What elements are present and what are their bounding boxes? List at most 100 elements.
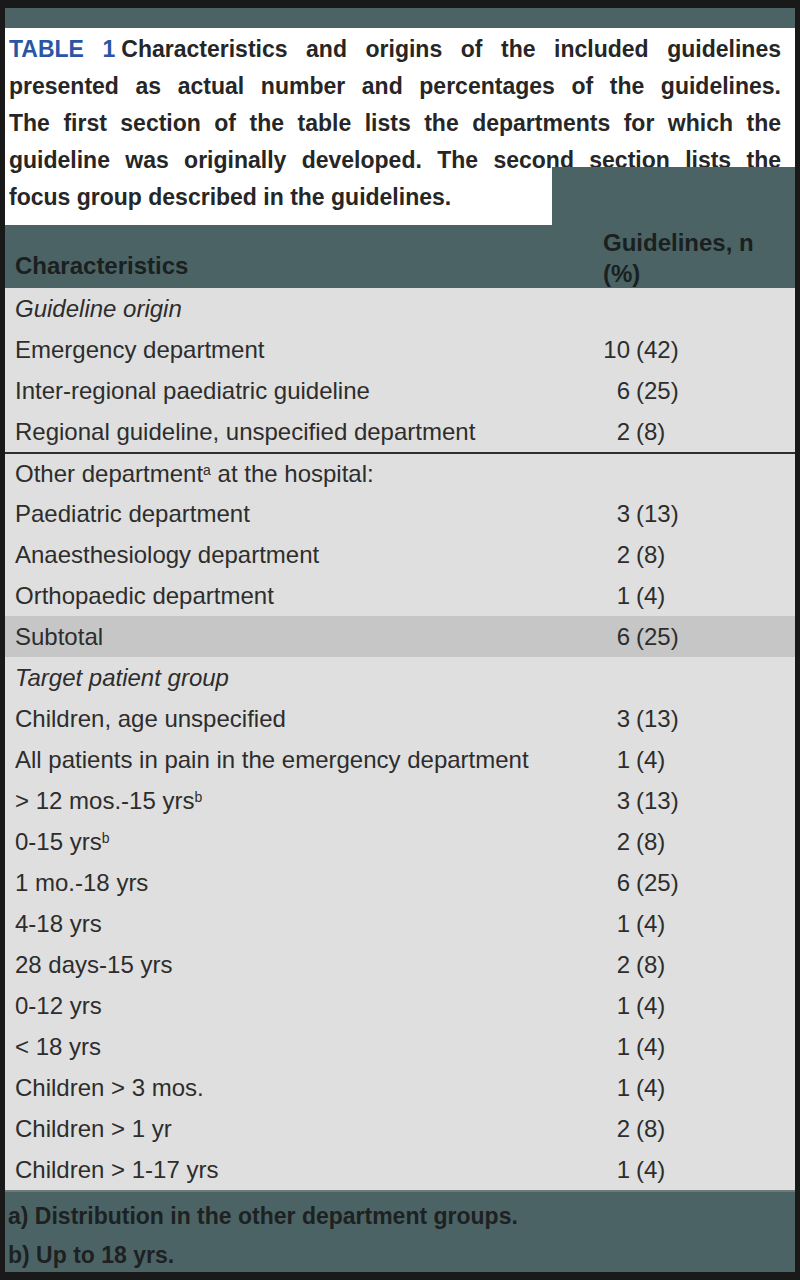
row-value: 6(25)	[603, 862, 679, 903]
row-value: 3(13)	[603, 780, 679, 821]
table-row: Emergency department 10(42)	[5, 329, 795, 370]
value-count: 3	[603, 787, 630, 815]
row-value: 3(13)	[603, 698, 679, 739]
caption-background-notch	[552, 167, 795, 225]
value-percent: (8)	[636, 541, 665, 569]
value-percent: (13)	[636, 500, 679, 528]
row-label: 1 mo.-18 yrs	[15, 869, 148, 897]
table-row: Children > 1 yr 2(8)	[5, 1108, 795, 1149]
row-superscript: a	[203, 462, 211, 478]
row-label: Children, age unspecified	[15, 705, 286, 733]
row-label: Children > 1-17 yrs	[15, 1156, 218, 1184]
caption-text: presented as actual number and percentag…	[9, 73, 781, 99]
row-value: 6(25)	[603, 370, 679, 411]
value-count: 10	[603, 336, 630, 364]
row-value: 1(4)	[603, 903, 665, 944]
column-header-guidelines-line1: Guidelines, n (%)	[603, 227, 795, 289]
row-value: 1(4)	[603, 1026, 665, 1067]
row-label: Children > 1 yr	[15, 1115, 172, 1143]
value-percent: (25)	[636, 623, 679, 651]
value-percent: (25)	[636, 377, 679, 405]
page-frame: { "colors": { "frame": "#191919", "teal_…	[0, 0, 800, 1280]
value-percent: (4)	[636, 1074, 665, 1102]
row-label: < 18 yrs	[15, 1033, 101, 1061]
row-label: > 12 mos.-15 yrsb	[15, 787, 202, 815]
column-header-characteristics: Characteristics	[15, 252, 188, 280]
row-label: All patients in pain in the emergency de…	[15, 746, 529, 774]
value-percent: (8)	[636, 418, 665, 446]
caption-text: Characteristics and origins of the inclu…	[121, 36, 781, 62]
table-row: Orthopaedic department 1(4)	[5, 575, 795, 616]
value-percent: (42)	[636, 336, 679, 364]
table-row: Anaesthesiology department 2(8)	[5, 534, 795, 575]
row-superscript: b	[102, 830, 110, 846]
row-value: 2(8)	[603, 411, 665, 452]
table-row: Inter-regional paediatric guideline 6(25…	[5, 370, 795, 411]
value-percent: (13)	[636, 705, 679, 733]
value-count: 1	[603, 992, 630, 1020]
table-caption: TABLE 1Characteristics and origins of th…	[5, 28, 795, 225]
row-value: 3(13)	[603, 493, 679, 534]
table-row: Target patient group	[5, 657, 795, 698]
value-percent: (4)	[636, 910, 665, 938]
footnote: b) Up to 18 yrs.	[5, 1236, 795, 1275]
row-label: Anaesthesiology department	[15, 541, 319, 569]
value-percent: (8)	[636, 828, 665, 856]
table-row: Paediatric department 3(13)	[5, 493, 795, 534]
row-label: 28 days-15 yrs	[15, 951, 172, 979]
row-label: Children > 3 mos.	[15, 1074, 204, 1102]
row-label: 0-12 yrs	[15, 992, 102, 1020]
value-percent: (8)	[636, 1115, 665, 1143]
value-count: 2	[603, 1115, 630, 1143]
table-number-label: TABLE 1	[9, 36, 115, 62]
row-value: 2(8)	[603, 1108, 665, 1149]
caption-line: presented as actual number and percentag…	[9, 68, 781, 105]
row-value: 10(42)	[603, 329, 679, 370]
row-value: 6(25)	[603, 616, 679, 657]
row-label: Subtotal	[15, 623, 103, 651]
table-row: 28 days-15 yrs 2(8)	[5, 944, 795, 985]
row-label: Target patient group	[15, 664, 229, 692]
footnotes: a) Distribution in the other department …	[5, 1192, 795, 1275]
table-row: < 18 yrs 1(4)	[5, 1026, 795, 1067]
value-percent: (13)	[636, 787, 679, 815]
value-count: 2	[603, 951, 630, 979]
table-row: Regional guideline, unspecified departme…	[5, 411, 795, 452]
row-value: 2(8)	[603, 821, 665, 862]
row-label: Inter-regional paediatric guideline	[15, 377, 370, 405]
table-figure: TABLE 1Characteristics and origins of th…	[5, 8, 795, 1272]
row-label: Other departmenta at the hospital:	[15, 460, 374, 488]
row-value: 1(4)	[603, 575, 665, 616]
row-value: 2(8)	[603, 534, 665, 575]
table-row: Children, age unspecified 3(13)	[5, 698, 795, 739]
value-count: 2	[603, 541, 630, 569]
row-label: Orthopaedic department	[15, 582, 274, 610]
table-body: Guideline origin Emergency department 10…	[5, 288, 795, 1192]
value-percent: (4)	[636, 746, 665, 774]
table-row: > 12 mos.-15 yrsb 3(13)	[5, 780, 795, 821]
table-row: Guideline origin	[5, 288, 795, 329]
row-value: 1(4)	[603, 985, 665, 1026]
row-superscript: b	[194, 789, 202, 805]
row-label: Emergency department	[15, 336, 264, 364]
row-value: 2(8)	[603, 944, 665, 985]
value-count: 1	[603, 746, 630, 774]
value-percent: (8)	[636, 951, 665, 979]
table-row: 1 mo.-18 yrs 6(25)	[5, 862, 795, 903]
table-row: Children > 3 mos. 1(4)	[5, 1067, 795, 1108]
row-label: Paediatric department	[15, 500, 250, 528]
value-count: 1	[603, 1033, 630, 1061]
row-label: Guideline origin	[15, 295, 182, 323]
column-header-row: Characteristics Guidelines, n (%) (N = 2…	[5, 225, 795, 288]
footnote: a) Distribution in the other department …	[5, 1197, 795, 1236]
row-label: 0-15 yrsb	[15, 828, 110, 856]
row-label: Regional guideline, unspecified departme…	[15, 418, 475, 446]
table-row: Children > 1-17 yrs 1(4)	[5, 1149, 795, 1190]
value-count: 6	[603, 623, 630, 651]
value-count: 2	[603, 828, 630, 856]
row-label: 4-18 yrs	[15, 910, 102, 938]
table-row: 0-15 yrsb 2(8)	[5, 821, 795, 862]
caption-line: TABLE 1Characteristics and origins of th…	[9, 31, 781, 68]
value-count: 3	[603, 500, 630, 528]
value-count: 6	[603, 377, 630, 405]
